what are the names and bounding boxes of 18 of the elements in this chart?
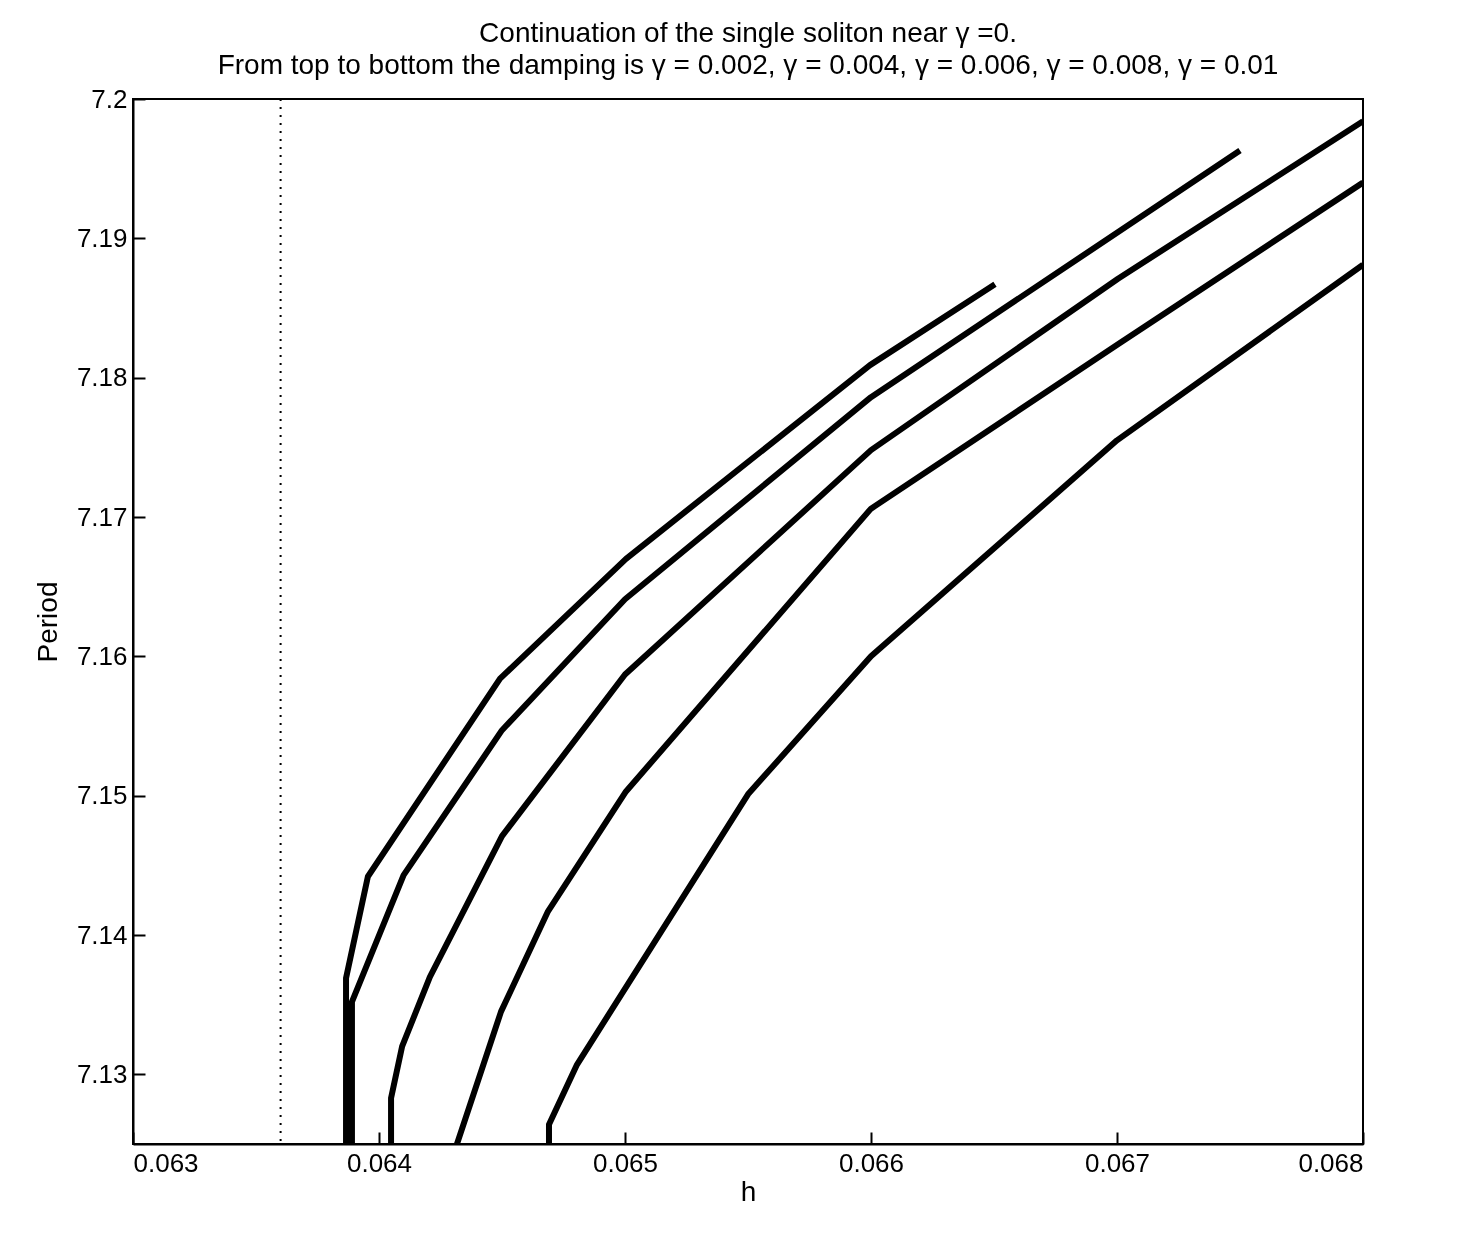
y-tick-label: 7.19 (76, 222, 128, 253)
chart-title: Continuation of the single soliton near γ =0. (479, 17, 1017, 48)
x-tick-label: 0.063 (133, 1147, 199, 1178)
y-tick-label: 7.14 (76, 919, 128, 950)
x-tick-label: 0.066 (838, 1147, 905, 1178)
x-tick-label: 0.065 (592, 1147, 659, 1178)
y-tick-label: 7.16 (76, 640, 128, 671)
x-tick-label: 0.068 (1298, 1147, 1364, 1178)
y-axis-title: Period (31, 581, 63, 663)
y-tick-label: 7.15 (76, 780, 128, 811)
y-tick-label: 7.2 (91, 83, 128, 114)
x-axis-title: h (740, 1175, 757, 1207)
y-tick-label: 7.18 (76, 362, 128, 393)
chart-subtitle: From top to bottom the damping is γ = 0.002, γ = 0.004, γ = 0.006, γ = 0.008, γ = 0.01 (217, 49, 1279, 80)
x-tick-label: 0.064 (346, 1147, 413, 1178)
y-tick-label: 7.17 (76, 501, 128, 532)
x-tick-label: 0.067 (1084, 1147, 1151, 1178)
y-tick-label: 7.13 (76, 1058, 128, 1089)
